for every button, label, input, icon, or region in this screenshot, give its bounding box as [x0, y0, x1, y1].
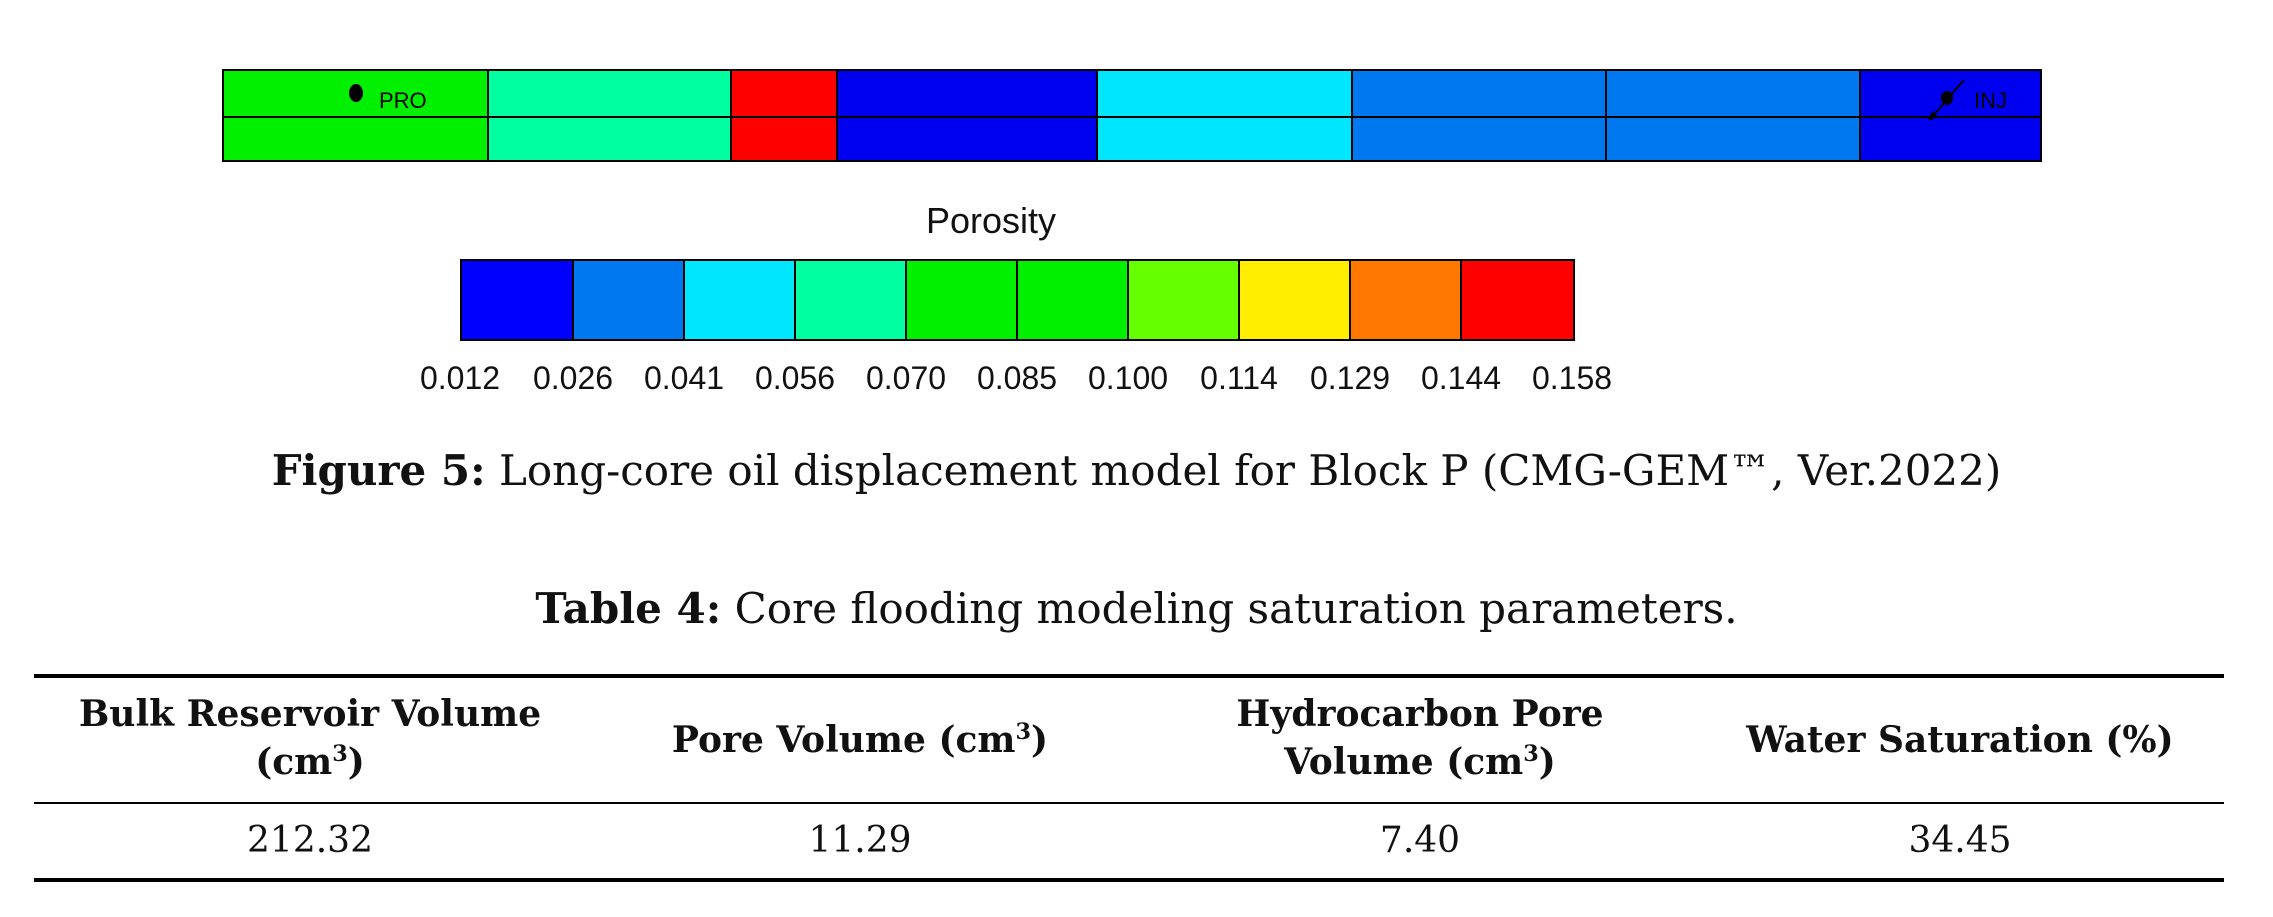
model-block — [1098, 71, 1353, 116]
legend-title: Porosity — [926, 200, 1057, 241]
legend-swatch — [462, 261, 574, 339]
injector-well-icon — [1928, 79, 1965, 121]
model-block — [1607, 71, 1861, 116]
legend-swatch — [1129, 261, 1240, 339]
model-block — [1353, 71, 1607, 116]
table-caption-label: Table 4: — [535, 584, 722, 633]
legend-tick-label: 0.085 — [976, 360, 1058, 396]
legend-tick-label: 0.041 — [643, 360, 725, 396]
model-block — [838, 116, 1098, 160]
legend-swatch — [1018, 261, 1129, 339]
header-bulk-reservoir-volume: Bulk Reservoir Volume (cm3) — [40, 690, 580, 786]
legend-swatch — [907, 261, 1018, 339]
injector-well-label: INJ — [1974, 88, 2007, 113]
model-block — [489, 116, 732, 160]
table-bottom-rule — [34, 878, 2224, 882]
table-caption-text: Core flooding modeling saturation parame… — [734, 584, 1738, 633]
producer-well-icon — [349, 84, 363, 102]
header-bulk-line2: (cm3) — [255, 741, 365, 783]
cell-pore-volume: 11.29 — [808, 820, 912, 861]
legend-swatch — [1240, 261, 1351, 339]
porosity-color-scale — [460, 259, 1575, 341]
cell-water-saturation: 34.45 — [1908, 820, 2012, 861]
figure-caption-text: Long-core oil displacement model for Blo… — [498, 446, 2002, 495]
header-pore-volume: Pore Volume (cm3) — [671, 719, 1049, 761]
core-model-grid: PRO INJ — [222, 69, 2042, 162]
legend-tick-label: 0.012 — [419, 360, 501, 396]
legend-tick-label: 0.114 — [1200, 360, 1278, 396]
legend-tick-label: 0.144 — [1420, 360, 1502, 396]
header-hydrocarbon-pore-volume: Hydrocarbon Pore Volume (cm3) — [1140, 690, 1700, 786]
figure-caption-label: Figure 5: — [271, 446, 486, 495]
producer-well-label: PRO — [379, 88, 427, 113]
model-block — [838, 71, 1098, 116]
legend-swatch — [1462, 261, 1573, 339]
figure-caption: Figure 5: Long-core oil displacement mod… — [0, 446, 2273, 495]
cell-hc-pore-volume: 7.40 — [1379, 820, 1461, 861]
header-bulk-line1: Bulk Reservoir Volume — [78, 693, 542, 735]
model-block — [489, 71, 732, 116]
model-block — [732, 116, 838, 160]
legend-swatch — [796, 261, 907, 339]
header-water-saturation: Water Saturation (%) — [1746, 719, 2174, 761]
legend-swatch — [574, 261, 685, 339]
model-block — [1353, 116, 1607, 160]
table-top-rule — [34, 674, 2224, 678]
legend-swatch — [685, 261, 796, 339]
model-block — [224, 116, 489, 160]
legend-tick-label: 0.158 — [1531, 360, 1613, 396]
model-block — [1607, 116, 1861, 160]
legend-tick-label: 0.026 — [532, 360, 614, 396]
cell-bulk-volume: 212.32 — [247, 820, 373, 861]
legend-tick-label: 0.056 — [754, 360, 836, 396]
header-hc-line2: Volume (cm3) — [1284, 741, 1556, 783]
model-block — [732, 71, 838, 116]
model-block — [1861, 116, 2040, 160]
legend-swatch — [1351, 261, 1462, 339]
model-block — [1098, 116, 1353, 160]
legend-tick-label: 0.070 — [865, 360, 947, 396]
table-caption: Table 4: Core flooding modeling saturati… — [0, 584, 2273, 633]
legend-tick-label: 0.129 — [1309, 360, 1391, 396]
header-hc-line1: Hydrocarbon Pore — [1236, 693, 1604, 735]
legend-tick-label: 0.100 — [1087, 360, 1169, 396]
table-mid-rule — [34, 802, 2224, 804]
